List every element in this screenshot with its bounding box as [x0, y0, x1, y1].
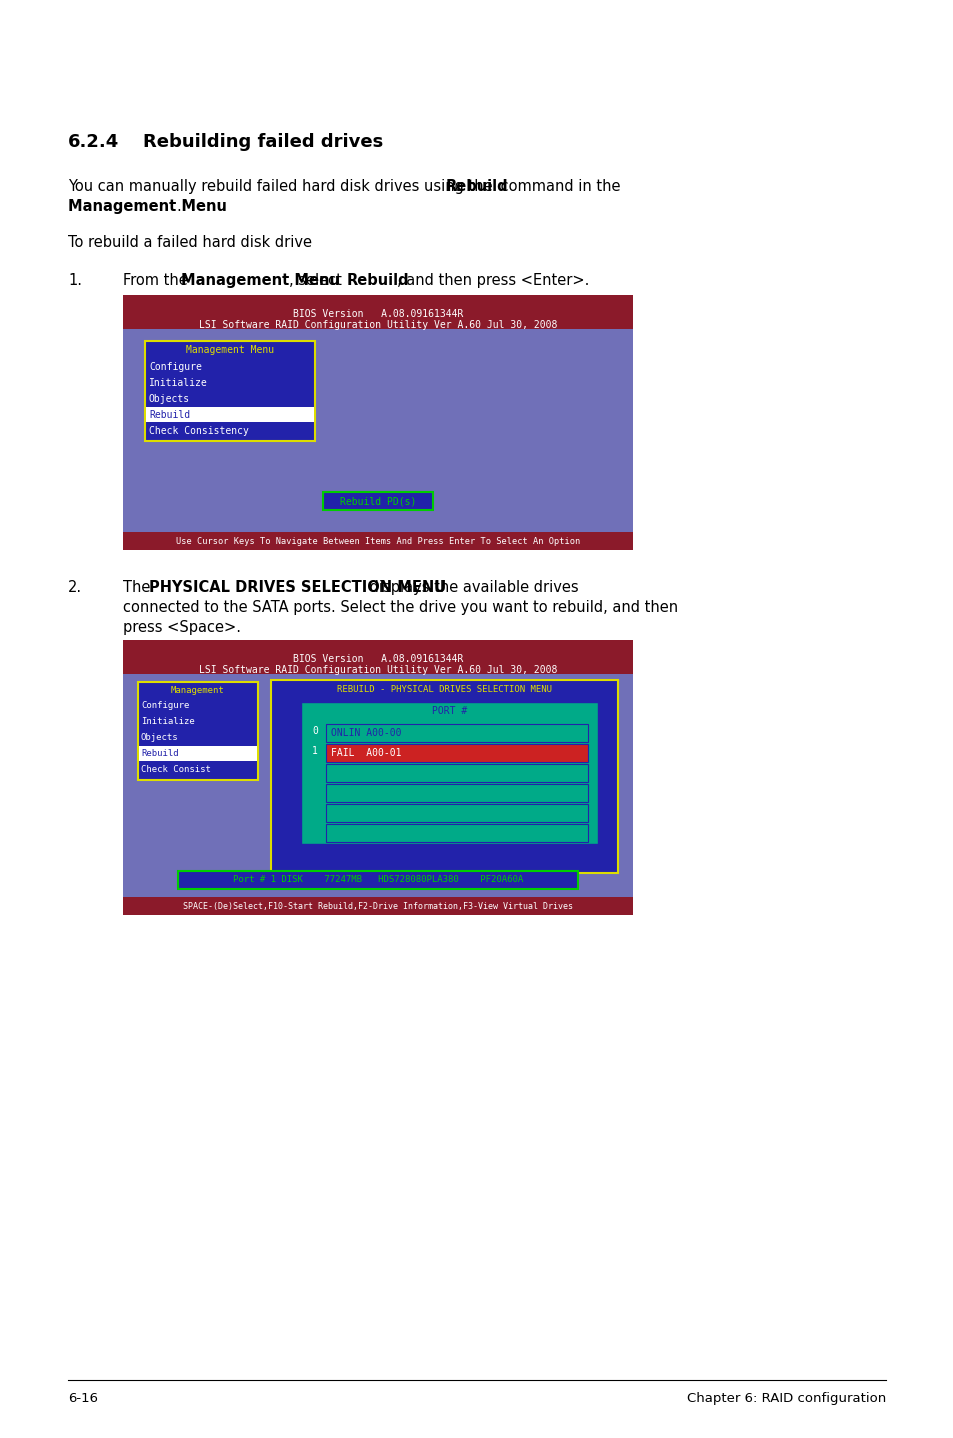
- Bar: [123, 897, 633, 915]
- Bar: [271, 680, 618, 873]
- Text: Port # 1 DISK    77247MB   HDS728080PLA380    PF20A60A: Port # 1 DISK 77247MB HDS728080PLA380 PF…: [233, 876, 522, 884]
- Text: Check Consistency: Check Consistency: [149, 426, 249, 436]
- Text: REBUILD - PHYSICAL DRIVES SELECTION MENU: REBUILD - PHYSICAL DRIVES SELECTION MENU: [336, 684, 552, 695]
- Text: PHYSICAL DRIVES SELECTION MENU: PHYSICAL DRIVES SELECTION MENU: [149, 580, 445, 595]
- Bar: [123, 640, 633, 674]
- Text: Initialize: Initialize: [141, 718, 194, 726]
- Bar: [326, 784, 587, 802]
- Text: LSI Software RAID Configuration Utility Ver A.60 Jul 30, 2008: LSI Software RAID Configuration Utility …: [198, 321, 557, 329]
- Text: SPACE-(De)Select,F10-Start Rebuild,F2-Drive Information,F3-View Virtual Drives: SPACE-(De)Select,F10-Start Rebuild,F2-Dr…: [183, 902, 573, 910]
- Bar: [123, 532, 633, 549]
- Text: Management Menu: Management Menu: [180, 273, 339, 288]
- Text: Management Menu: Management Menu: [68, 198, 227, 214]
- Bar: [326, 723, 587, 742]
- Text: , and then press <Enter>.: , and then press <Enter>.: [396, 273, 588, 288]
- Text: ONLIN A00-00: ONLIN A00-00: [331, 728, 401, 738]
- Bar: [123, 329, 633, 549]
- Text: command in the: command in the: [496, 178, 619, 194]
- Text: Management Menu: Management Menu: [186, 345, 274, 355]
- Text: BIOS Version   A.08.09161344R: BIOS Version A.08.09161344R: [293, 654, 463, 664]
- Text: PORT #: PORT #: [432, 706, 467, 716]
- Text: The: The: [123, 580, 154, 595]
- Text: press <Space>.: press <Space>.: [123, 620, 241, 636]
- Text: From the: From the: [123, 273, 193, 288]
- Text: Configure: Configure: [149, 362, 202, 372]
- Text: Rebuilding failed drives: Rebuilding failed drives: [143, 132, 383, 151]
- Text: 1: 1: [312, 746, 317, 756]
- Text: .: .: [175, 198, 180, 214]
- Text: Objects: Objects: [149, 394, 190, 404]
- Text: , select: , select: [289, 273, 346, 288]
- Bar: [178, 871, 578, 889]
- Text: 2.: 2.: [68, 580, 82, 595]
- Bar: [301, 702, 598, 844]
- Text: Rebuild: Rebuild: [346, 273, 409, 288]
- Text: 6-16: 6-16: [68, 1392, 98, 1405]
- Text: Rebuild: Rebuild: [445, 178, 508, 194]
- Text: To rebuild a failed hard disk drive: To rebuild a failed hard disk drive: [68, 234, 312, 250]
- Text: 1.: 1.: [68, 273, 82, 288]
- Text: Rebuild: Rebuild: [149, 410, 190, 420]
- Bar: [145, 341, 314, 441]
- Text: LSI Software RAID Configuration Utility Ver A.60 Jul 30, 2008: LSI Software RAID Configuration Utility …: [198, 664, 557, 674]
- Bar: [139, 746, 256, 761]
- Text: Management: Management: [171, 686, 225, 695]
- Bar: [326, 764, 587, 782]
- Text: Rebuild: Rebuild: [141, 749, 178, 758]
- Text: Check Consist: Check Consist: [141, 765, 211, 774]
- Bar: [123, 295, 633, 329]
- Text: displays the available drives: displays the available drives: [364, 580, 578, 595]
- Bar: [146, 407, 314, 421]
- Bar: [326, 804, 587, 823]
- Text: Use Cursor Keys To Navigate Between Items And Press Enter To Select An Option: Use Cursor Keys To Navigate Between Item…: [175, 536, 579, 545]
- Bar: [326, 743, 587, 762]
- Text: Objects: Objects: [141, 733, 178, 742]
- Text: FAIL  A00-01: FAIL A00-01: [331, 748, 401, 758]
- Text: You can manually rebuild failed hard disk drives using the: You can manually rebuild failed hard dis…: [68, 178, 497, 194]
- Text: 6.2.4: 6.2.4: [68, 132, 119, 151]
- Bar: [123, 674, 633, 915]
- Text: Configure: Configure: [141, 700, 190, 710]
- Text: BIOS Version   A.08.09161344R: BIOS Version A.08.09161344R: [293, 309, 463, 319]
- Bar: [323, 492, 433, 510]
- Bar: [326, 824, 587, 843]
- Text: Rebuild PD(s): Rebuild PD(s): [339, 496, 416, 506]
- Bar: [138, 682, 257, 779]
- Text: Initialize: Initialize: [149, 378, 208, 388]
- Text: Chapter 6: RAID configuration: Chapter 6: RAID configuration: [686, 1392, 885, 1405]
- Text: connected to the SATA ports. Select the drive you want to rebuild, and then: connected to the SATA ports. Select the …: [123, 600, 678, 615]
- Text: 0: 0: [312, 726, 317, 736]
